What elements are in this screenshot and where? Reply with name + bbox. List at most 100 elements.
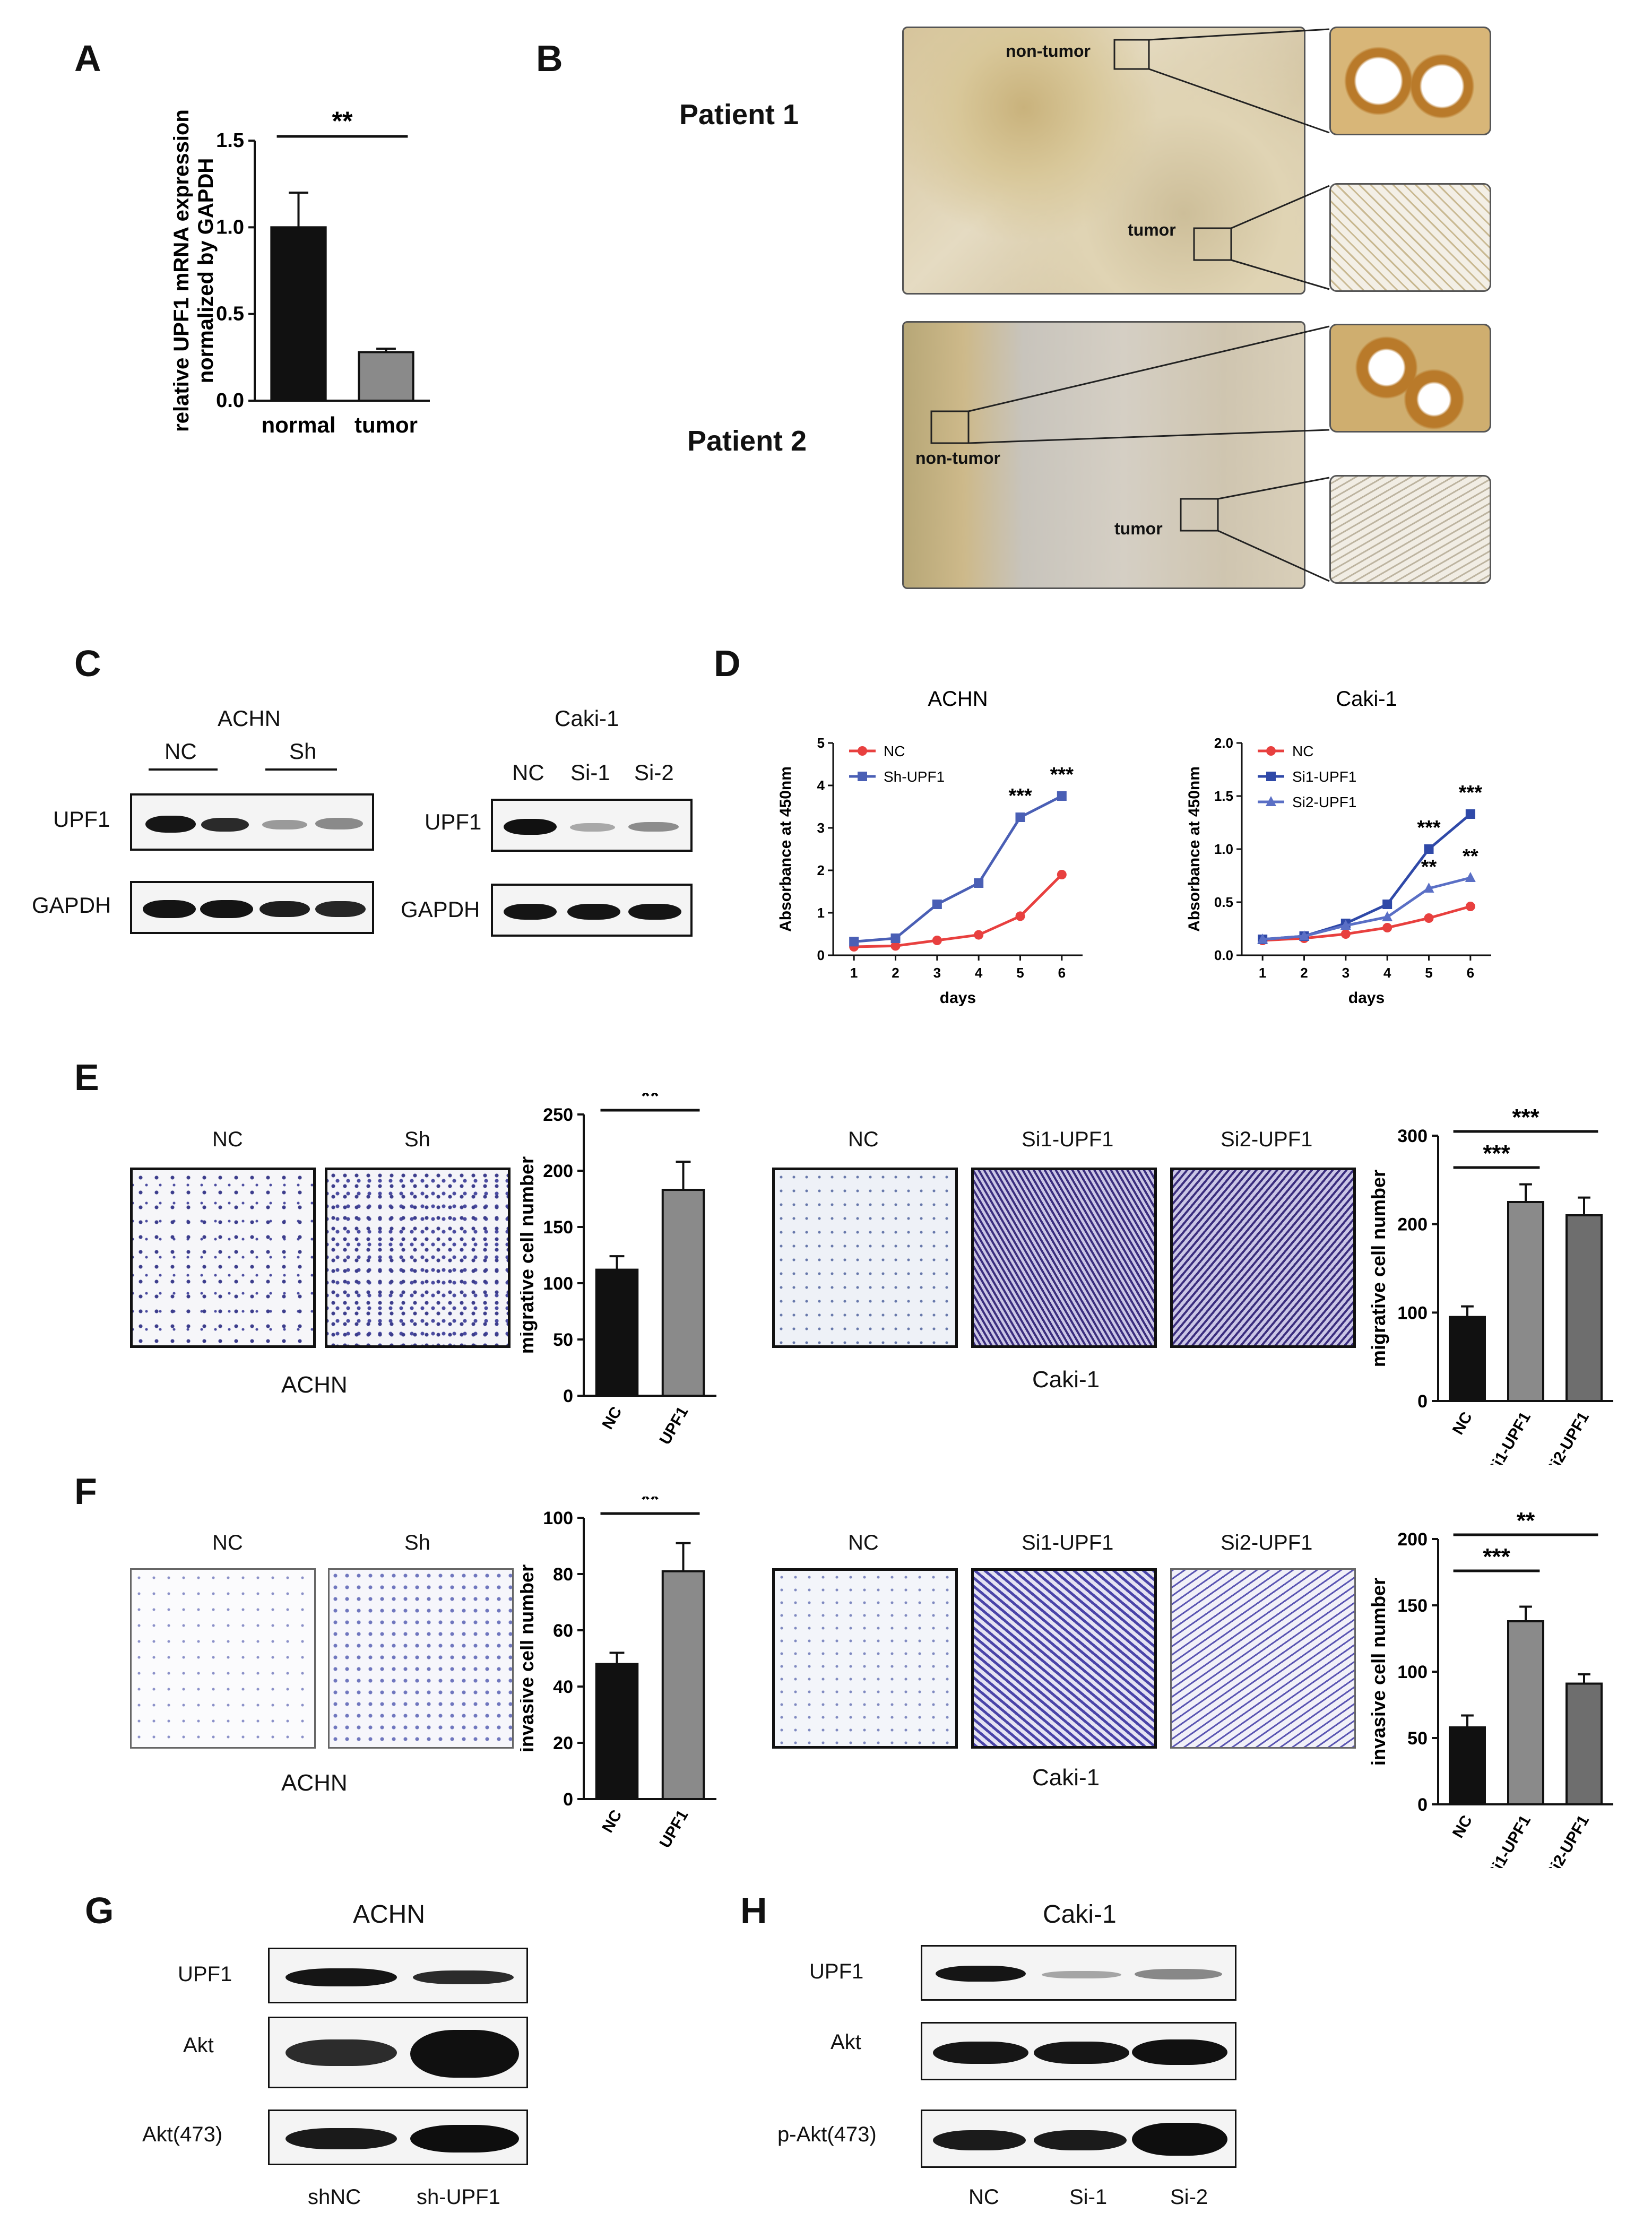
point-NC <box>1424 913 1434 923</box>
e-left-img-label-nc: NC <box>212 1128 243 1151</box>
tumor-label-p1: tumor <box>1128 220 1176 239</box>
f-transwell-caki1-si2 <box>1170 1568 1356 1749</box>
bar-Si2-UPF1 <box>1565 1682 1603 1805</box>
significance-label: *** <box>1459 782 1483 804</box>
chart-d-achn-cck8: ACHN 0 1 2 3 4 5 1 2 3 4 5 6 days Absorbance at 450nm N… <box>777 687 1083 1007</box>
nontumor-label-p2: non-tumor <box>915 448 1000 468</box>
y-tick-label: 100 <box>1397 1662 1428 1682</box>
bar-NC <box>1449 1726 1486 1805</box>
inset-tumor-p1 <box>1329 183 1491 292</box>
e-right-cell-label: Caki-1 <box>1032 1367 1100 1393</box>
point-NC <box>1015 911 1025 921</box>
panel-letter-c: C <box>74 643 101 684</box>
f-transwell-caki1-si1 <box>971 1568 1157 1749</box>
y-tick-label: 0.0 <box>216 390 244 412</box>
y-axis-label: Absorbance at 450nm <box>1186 766 1203 932</box>
x-tick-label: 2 <box>1300 965 1308 981</box>
y-axis-label: normalized by GAPDH <box>194 158 218 384</box>
series-line-NC <box>1262 905 1471 942</box>
ihc-image-patient-1 <box>902 27 1305 295</box>
chart-title: ACHN <box>928 687 988 711</box>
significance-label: *** <box>1050 764 1074 786</box>
x-tick-label: NC <box>1449 1812 1476 1841</box>
bar-NC <box>1449 1316 1486 1402</box>
x-tick-label: 4 <box>1383 965 1391 981</box>
f-transwell-achn-sh <box>328 1568 514 1749</box>
point-Si2-UPF1 <box>1465 872 1476 882</box>
f-left-img-label-nc: NC <box>212 1531 243 1554</box>
inset-nontumor-p1 <box>1329 27 1491 135</box>
c-left-group-line-sh <box>265 768 337 771</box>
c-left-row-gapdh: GAPDH <box>32 893 111 918</box>
significance-label: ** <box>1421 856 1437 878</box>
c-left-group-nc: NC <box>165 739 197 764</box>
bar-Sh-UPF1 <box>661 1189 705 1397</box>
c-left-blot-upf1 <box>130 793 374 851</box>
c-right-lane-si1: Si-1 <box>570 760 610 785</box>
y-tick-label: 100 <box>543 1274 573 1294</box>
ihc-image-patient-2 <box>902 321 1305 589</box>
y-tick-label: 200 <box>543 1161 573 1181</box>
point-NC <box>1340 929 1351 939</box>
significance-label: *** <box>1483 1140 1510 1166</box>
point-Si2-UPF1 <box>1423 883 1434 893</box>
y-tick-label: 1.0 <box>1214 841 1233 857</box>
x-tick-label: Si2-UPF1 <box>1543 1812 1593 1868</box>
point-Sh-UPF1 <box>849 937 859 947</box>
point-NC <box>1465 902 1475 911</box>
y-tick-label: 1 <box>817 905 825 921</box>
y-tick-label: 250 <box>543 1105 573 1125</box>
y-tick-label: 1.5 <box>1214 788 1233 804</box>
y-tick-label: 0 <box>817 947 825 963</box>
y-tick-label: 1.0 <box>216 216 244 238</box>
x-tick-label: 1 <box>850 965 858 981</box>
point-NC <box>932 936 942 945</box>
x-axis-label: days <box>940 989 976 1007</box>
tumor-label-p2: tumor <box>1114 519 1163 538</box>
legend-label: NC <box>884 743 905 759</box>
y-tick-label: 150 <box>1397 1596 1428 1616</box>
y-tick-label: 0.5 <box>216 303 244 325</box>
e-right-img-label-si1: Si1-UPF1 <box>1022 1128 1114 1151</box>
e-left-img-label-sh: Sh <box>404 1128 430 1151</box>
point-Si1-UPF1 <box>1465 809 1475 819</box>
inset-nontumor-p2 <box>1329 324 1491 433</box>
c-right-lane-nc: NC <box>512 760 544 785</box>
x-tick-label: 3 <box>1342 965 1350 981</box>
y-tick-label: 50 <box>553 1330 573 1350</box>
panel-letter-d: D <box>714 643 741 684</box>
nontumor-label-p1: non-tumor <box>1006 41 1091 60</box>
x-tick-label: Sh-UPF1 <box>643 1404 691 1443</box>
point-NC <box>1057 870 1067 879</box>
bar-Si1-UPF1 <box>1507 1201 1544 1402</box>
y-tick-label: 0 <box>563 1790 573 1810</box>
y-axis-label: Absorbance at 450nm <box>777 766 794 932</box>
h-lane-si1: Si-1 <box>1069 2185 1108 2209</box>
y-tick-label: 4 <box>817 777 825 793</box>
chart-d-caki1-cck8: Caki-1 0.0 0.5 1.0 1.5 2.0 1 2 3 4 5 6 days Absorbanc… <box>1186 687 1491 1007</box>
point-NC <box>890 941 901 951</box>
c-left-row-upf1: UPF1 <box>53 807 110 832</box>
f-right-img-label-si2: Si2-UPF1 <box>1221 1531 1313 1554</box>
y-tick-label: 0.5 <box>1214 894 1233 910</box>
g-blot-pakt <box>268 2110 528 2165</box>
h-row-akt: Akt <box>831 2030 861 2054</box>
e-transwell-achn-nc <box>130 1168 316 1348</box>
f-right-cell-label: Caki-1 <box>1032 1765 1100 1791</box>
f-transwell-achn-nc <box>130 1568 316 1749</box>
point-Sh-UPF1 <box>932 900 942 909</box>
h-row-upf1: UPF1 <box>809 1960 864 1983</box>
y-axis-label: migrative cell number <box>1368 1170 1389 1367</box>
significance-label: ** <box>1463 845 1478 868</box>
inset-callout-lines <box>930 28 1330 582</box>
x-tick-label: NC <box>599 1807 625 1836</box>
c-right-lane-si2: Si-2 <box>634 760 674 785</box>
e-transwell-achn-sh <box>325 1168 511 1348</box>
h-lane-nc: NC <box>968 2185 999 2209</box>
y-tick-label: 300 <box>1397 1126 1428 1146</box>
f-right-img-label-nc: NC <box>848 1531 879 1554</box>
inset-tumor-p2 <box>1329 475 1491 584</box>
bar-tumor <box>358 351 414 402</box>
x-tick-label: 2 <box>892 965 899 981</box>
point-Si2-UPF1 <box>1299 930 1310 940</box>
